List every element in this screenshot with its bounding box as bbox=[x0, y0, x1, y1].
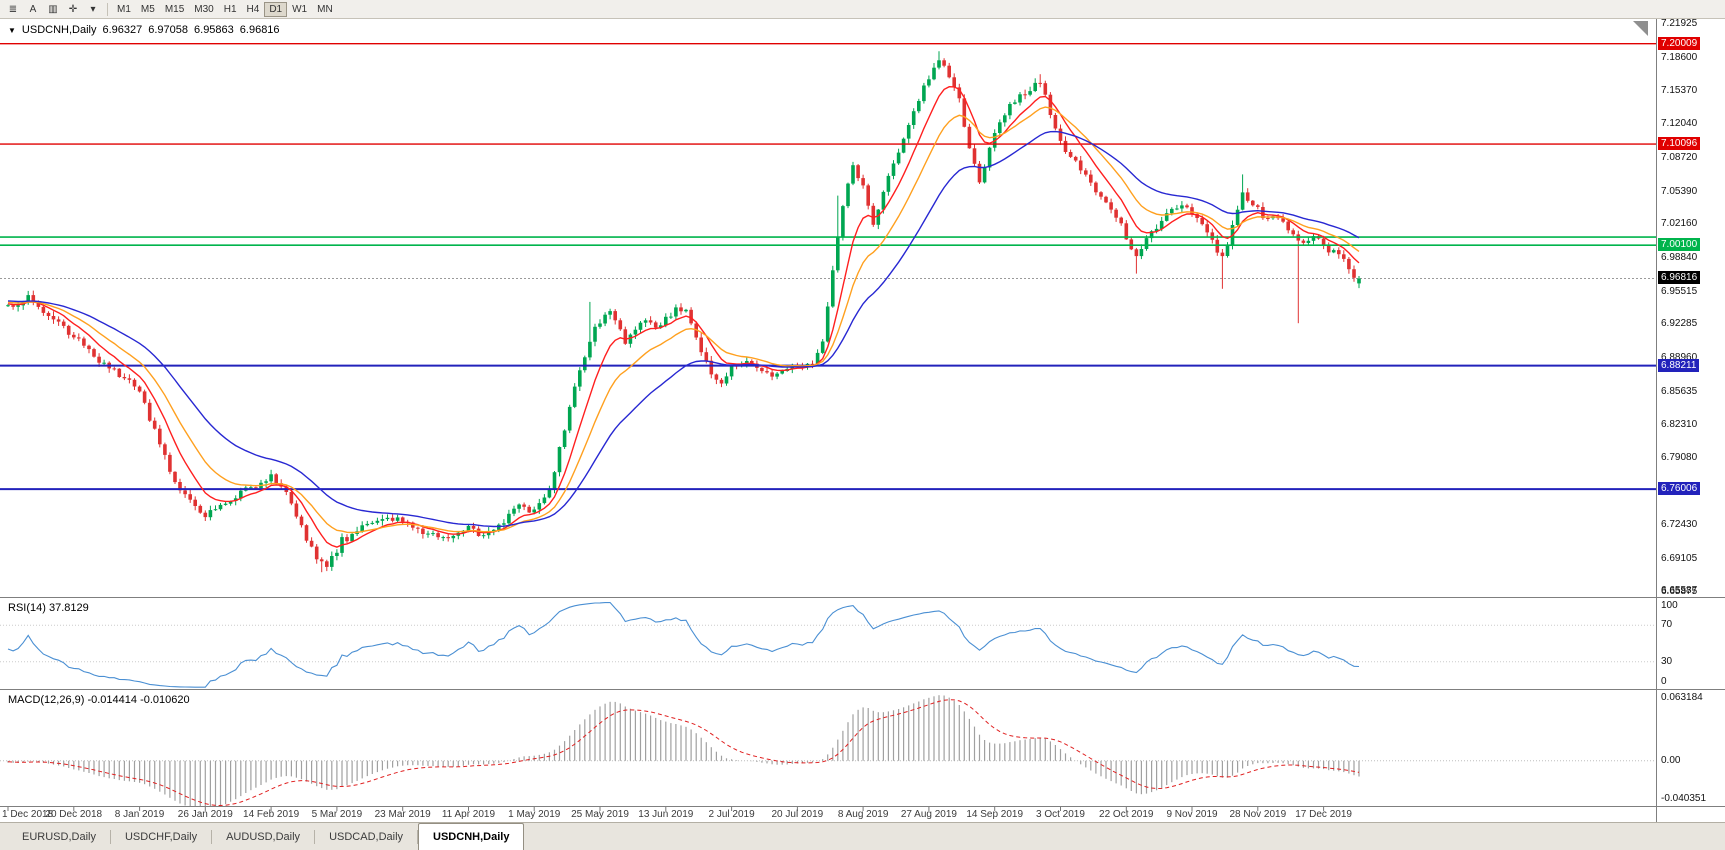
date-label: 11 Apr 2019 bbox=[441, 809, 496, 820]
chart-tabs-bar: EURUSD,Daily USDCHF,Daily AUDUSD,Daily USDC… bbox=[0, 822, 1725, 850]
rsi-scale-label: 70 bbox=[1661, 619, 1673, 631]
timeframe-m1-button[interactable]: M1 bbox=[117, 3, 131, 15]
dropdown-arrow-icon[interactable]: ▾ bbox=[90, 3, 96, 15]
price-scale[interactable]: 7.21925 7.18600 7.15370 7.12040 7.08720 7.053… bbox=[1657, 0, 1725, 822]
price-tick-label: 6.85635 bbox=[1661, 385, 1698, 397]
date-label: 8 Jan 2019 bbox=[114, 809, 165, 820]
tab-usdcad[interactable]: USDCAD,Daily bbox=[329, 830, 404, 843]
price-tick-label: 6.98840 bbox=[1661, 251, 1698, 263]
date-label: 22 Oct 2019 bbox=[1099, 809, 1154, 820]
rsi-scale-label: 0 bbox=[1661, 676, 1667, 687]
tab-audusd[interactable]: AUDUSD,Daily bbox=[226, 830, 301, 843]
macd-indicator-label: MACD(12,26,9) -0.014414 -0.010620 bbox=[8, 694, 190, 706]
timeframe-mn-button[interactable]: MN bbox=[317, 3, 333, 15]
hline-price-label[interactable]: 7.00100 bbox=[1658, 238, 1701, 252]
price-tick-label: 6.95515 bbox=[1661, 285, 1698, 297]
price-tick-label: 7.21925 bbox=[1661, 18, 1698, 30]
rsi-line bbox=[7, 601, 1360, 688]
price-tick-label: 6.69105 bbox=[1661, 552, 1698, 564]
chart-symbol-label: USDCNH,Daily bbox=[21, 24, 97, 36]
ma-16-line bbox=[7, 106, 1360, 534]
date-label: 20 Dec 2018 bbox=[45, 809, 103, 820]
rsi-indicator-label: RSI(14) 37.8129 bbox=[8, 602, 89, 614]
ma-8-line bbox=[7, 85, 1360, 548]
rsi-scale-label: 100 bbox=[1661, 600, 1678, 611]
ma-32-line bbox=[7, 130, 1360, 528]
tab-separator bbox=[211, 829, 213, 844]
chart-canvas[interactable] bbox=[0, 0, 1725, 822]
candlestick-series bbox=[6, 51, 1361, 573]
date-label: 25 May 2019 bbox=[571, 809, 629, 820]
date-label: 8 Aug 2019 bbox=[837, 809, 889, 820]
price-tick-label: 6.88960 bbox=[1661, 352, 1698, 363]
hline-price-label[interactable]: 6.76006 bbox=[1658, 482, 1701, 496]
price-tick-label: 6.92285 bbox=[1661, 318, 1698, 330]
date-label: 3 Oct 2019 bbox=[1036, 809, 1085, 820]
date-label: 17 Dec 2019 bbox=[1295, 809, 1352, 820]
timeframe-w1-button[interactable]: W1 bbox=[292, 3, 308, 15]
date-label: 27 Aug 2019 bbox=[900, 809, 957, 820]
price-tick-label: 6.65587 bbox=[1661, 585, 1698, 596]
toolbar-separator bbox=[107, 2, 108, 16]
date-label: 23 Mar 2019 bbox=[374, 809, 431, 820]
tab-usdchf[interactable]: USDCHF,Daily bbox=[124, 830, 198, 843]
low-value: 6.95863 bbox=[194, 24, 234, 36]
hline-price-label[interactable]: 7.20009 bbox=[1658, 36, 1701, 50]
date-label: 14 Feb 2019 bbox=[243, 809, 300, 820]
date-label: 5 Mar 2019 bbox=[311, 809, 363, 820]
macd-signal-line bbox=[7, 699, 1360, 807]
chart-header: ▼ USDCNH,Daily 6.96327 6.97058 6.95863 6… bbox=[8, 24, 280, 36]
timeframe-h4-button[interactable]: H4 bbox=[246, 3, 260, 15]
timeframe-h1-button[interactable]: H1 bbox=[223, 3, 237, 15]
price-tick-label: 6.82310 bbox=[1661, 419, 1698, 431]
chart-shift-marker[interactable] bbox=[1633, 21, 1648, 36]
price-tick-label: 6.65875 bbox=[1661, 585, 1698, 597]
toolbar: ≣ A ▥ ✛ ▾ M1 M5 M15 M30 H1 H4 D1 W1 MN bbox=[0, 0, 1725, 19]
open-value: 6.96327 bbox=[102, 24, 143, 36]
date-label: 9 Nov 2019 bbox=[1166, 809, 1218, 820]
timeframe-m15-button[interactable]: M15 bbox=[164, 3, 185, 15]
close-value: 6.96816 bbox=[239, 24, 280, 36]
tab-usdcnh[interactable]: USDCNH,Daily bbox=[418, 823, 525, 850]
tab-separator bbox=[314, 829, 316, 844]
date-label: 1 May 2019 bbox=[508, 809, 561, 820]
date-label: 26 Jan 2019 bbox=[177, 809, 233, 820]
price-tick-label: 7.02160 bbox=[1661, 218, 1698, 230]
macd-scale-label: 0.063184 bbox=[1661, 692, 1703, 703]
price-tick-label: 7.15370 bbox=[1661, 84, 1698, 96]
price-tick-label: 7.05390 bbox=[1661, 185, 1698, 197]
date-label: 28 Nov 2019 bbox=[1229, 809, 1287, 820]
timeframe-m5-button[interactable]: M5 bbox=[140, 3, 155, 15]
tab-separator bbox=[109, 829, 111, 844]
text-tool-icon[interactable]: A bbox=[29, 3, 37, 15]
date-label: 1 Dec 2018 bbox=[2, 809, 54, 820]
time-axis[interactable]: 1 Dec 2018 20 Dec 2018 8 Jan 2019 26 Jan 20… bbox=[0, 807, 1656, 822]
tab-separator bbox=[417, 829, 419, 844]
date-label: 13 Jun 2019 bbox=[638, 809, 694, 820]
macd-scale-label: 0.00 bbox=[1661, 754, 1681, 766]
date-label: 20 Jul 2019 bbox=[771, 809, 824, 820]
price-tick-label: 7.08720 bbox=[1661, 151, 1698, 163]
hline-price-label[interactable]: 6.88211 bbox=[1658, 358, 1700, 372]
price-tick-label: 6.79080 bbox=[1661, 452, 1698, 464]
date-label: 14 Sep 2019 bbox=[966, 809, 1024, 820]
hline-price-label[interactable]: 7.10096 bbox=[1658, 137, 1701, 151]
chart-window-icon[interactable]: ▥ bbox=[48, 3, 58, 15]
macd-histogram bbox=[7, 695, 1360, 806]
price-tick-label: 7.12040 bbox=[1661, 118, 1698, 130]
timeframe-m30-button[interactable]: M30 bbox=[194, 3, 214, 15]
high-value: 6.97058 bbox=[148, 24, 189, 36]
current-price-label: 6.96816 bbox=[1658, 271, 1701, 285]
price-tick-label: 7.18600 bbox=[1661, 51, 1698, 63]
macd-scale-label: -0.040351 bbox=[1661, 793, 1707, 804]
rsi-scale-label: 30 bbox=[1661, 655, 1673, 667]
timeframe-d1-button[interactable]: D1 bbox=[264, 1, 288, 17]
date-label: 2 Jul 2019 bbox=[708, 809, 755, 820]
price-tick-label: 6.72430 bbox=[1661, 519, 1698, 531]
collapse-icon[interactable]: ▼ bbox=[8, 25, 16, 35]
menu-icon[interactable]: ≣ bbox=[8, 3, 18, 15]
tab-eurusd[interactable]: EURUSD,Daily bbox=[22, 830, 96, 843]
crosshair-tool-icon[interactable]: ✛ bbox=[68, 3, 78, 15]
